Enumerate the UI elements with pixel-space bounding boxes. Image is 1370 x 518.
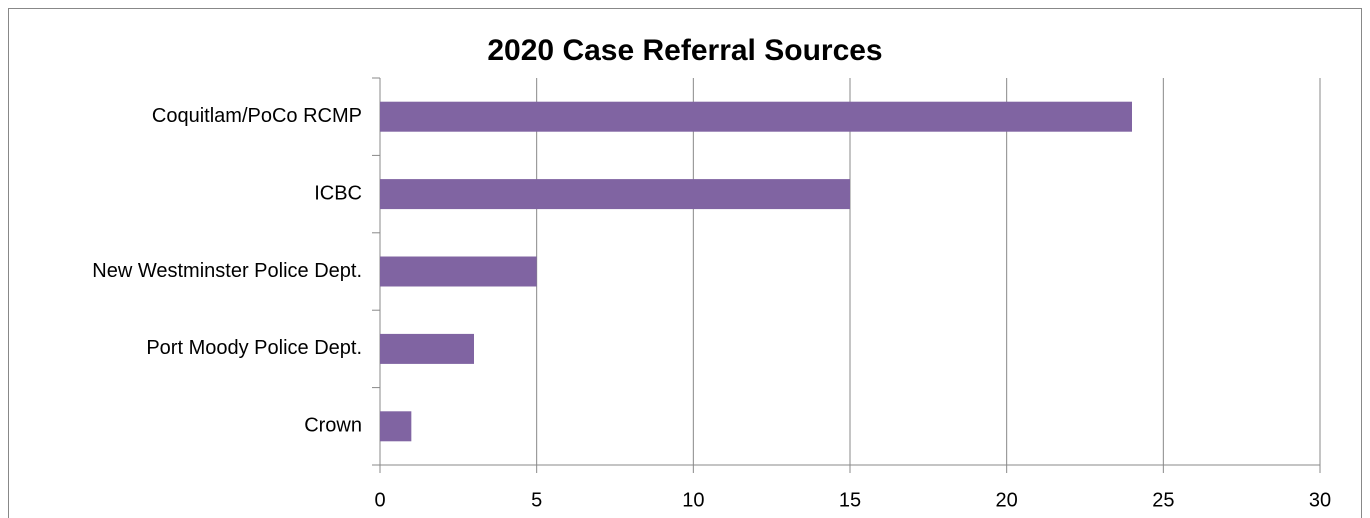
x-tick-label: 30 — [1309, 489, 1331, 511]
bar — [380, 179, 850, 210]
y-tick-label: ICBC — [314, 182, 362, 204]
x-tick-label: 15 — [839, 489, 861, 511]
chart-border — [8, 8, 1362, 518]
x-tick-label: 10 — [682, 489, 704, 511]
x-tick-label: 5 — [531, 489, 542, 511]
chart-title: 2020 Case Referral Sources — [487, 34, 882, 67]
bar — [380, 101, 1132, 132]
y-tick-label: Port Moody Police Dept. — [146, 337, 362, 359]
y-tick-label: Coquitlam/PoCo RCMP — [152, 105, 362, 127]
bar — [380, 256, 537, 287]
bar — [380, 411, 412, 442]
x-tick-label: 25 — [1152, 489, 1174, 511]
bar — [380, 333, 474, 364]
x-tick-label: 0 — [374, 489, 385, 511]
y-tick-label: Crown — [304, 415, 362, 437]
y-tick-label: New Westminster Police Dept. — [92, 260, 362, 282]
x-tick-label: 20 — [996, 489, 1018, 511]
